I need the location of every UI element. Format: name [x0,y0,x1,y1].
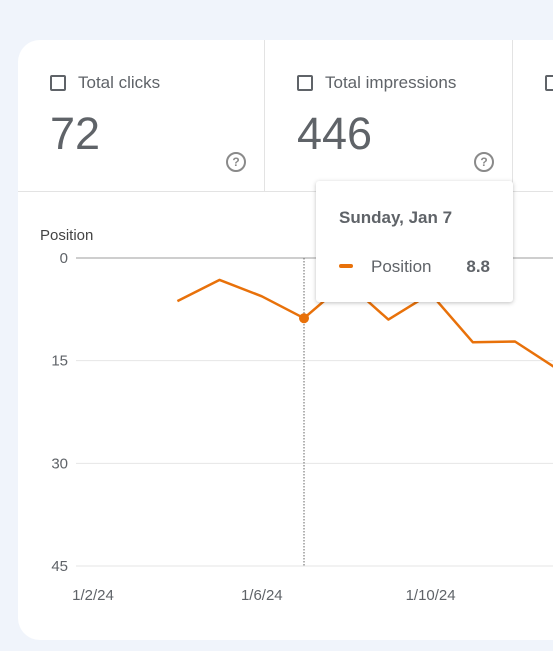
x-tick-label: 1/10/24 [406,587,456,604]
performance-card: Total clicks 72 ? Total impressions 446 … [18,40,553,640]
y-tick-label: 15 [51,353,68,370]
total-clicks-label: Total clicks [78,73,161,92]
chart-tooltip: Sunday, Jan 7 Position 8.8 [316,181,513,302]
total-clicks-value: 72 [50,108,101,159]
y-axis-label: Position [40,227,93,244]
metric-next-partial[interactable] [513,40,553,191]
y-tick-label: 45 [51,558,68,575]
next-metric-checkbox[interactable] [545,75,553,91]
tooltip-series-value: 8.8 [466,257,490,276]
metric-cards: Total clicks 72 ? Total impressions 446 … [18,40,553,192]
tooltip-date: Sunday, Jan 7 [339,208,453,227]
position-chart: Position 0 15 30 451/2/24 1/6/24 1/10/24 [40,227,553,604]
total-impressions-checkbox[interactable] [297,75,313,91]
tooltip-series-swatch [339,264,353,268]
y-tick-label: 30 [51,455,68,472]
total-clicks-checkbox[interactable] [50,75,66,91]
metric-total-clicks[interactable]: Total clicks 72 ? [18,40,265,191]
total-impressions-value: 446 [297,108,373,159]
x-tick-label: 1/2/24 [72,587,114,604]
tooltip-series-name: Position [371,257,432,276]
help-icon[interactable]: ? [474,152,494,172]
y-tick-label: 0 [60,250,68,267]
help-icon[interactable]: ? [226,152,246,172]
x-tick-label: 1/6/24 [241,587,283,604]
total-impressions-label: Total impressions [325,73,457,92]
metric-total-impressions[interactable]: Total impressions 446 ? [265,40,513,191]
highlighted-point [299,313,309,324]
